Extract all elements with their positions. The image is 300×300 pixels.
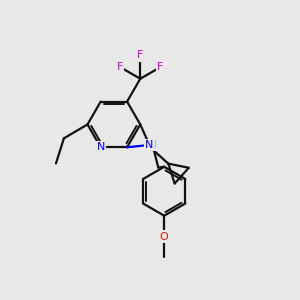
Text: F: F (157, 62, 164, 72)
Text: O: O (160, 232, 169, 242)
Text: F: F (137, 50, 143, 60)
Text: N: N (97, 142, 105, 152)
Text: N: N (145, 140, 154, 150)
Text: F: F (117, 62, 123, 72)
Text: N: N (148, 140, 157, 150)
